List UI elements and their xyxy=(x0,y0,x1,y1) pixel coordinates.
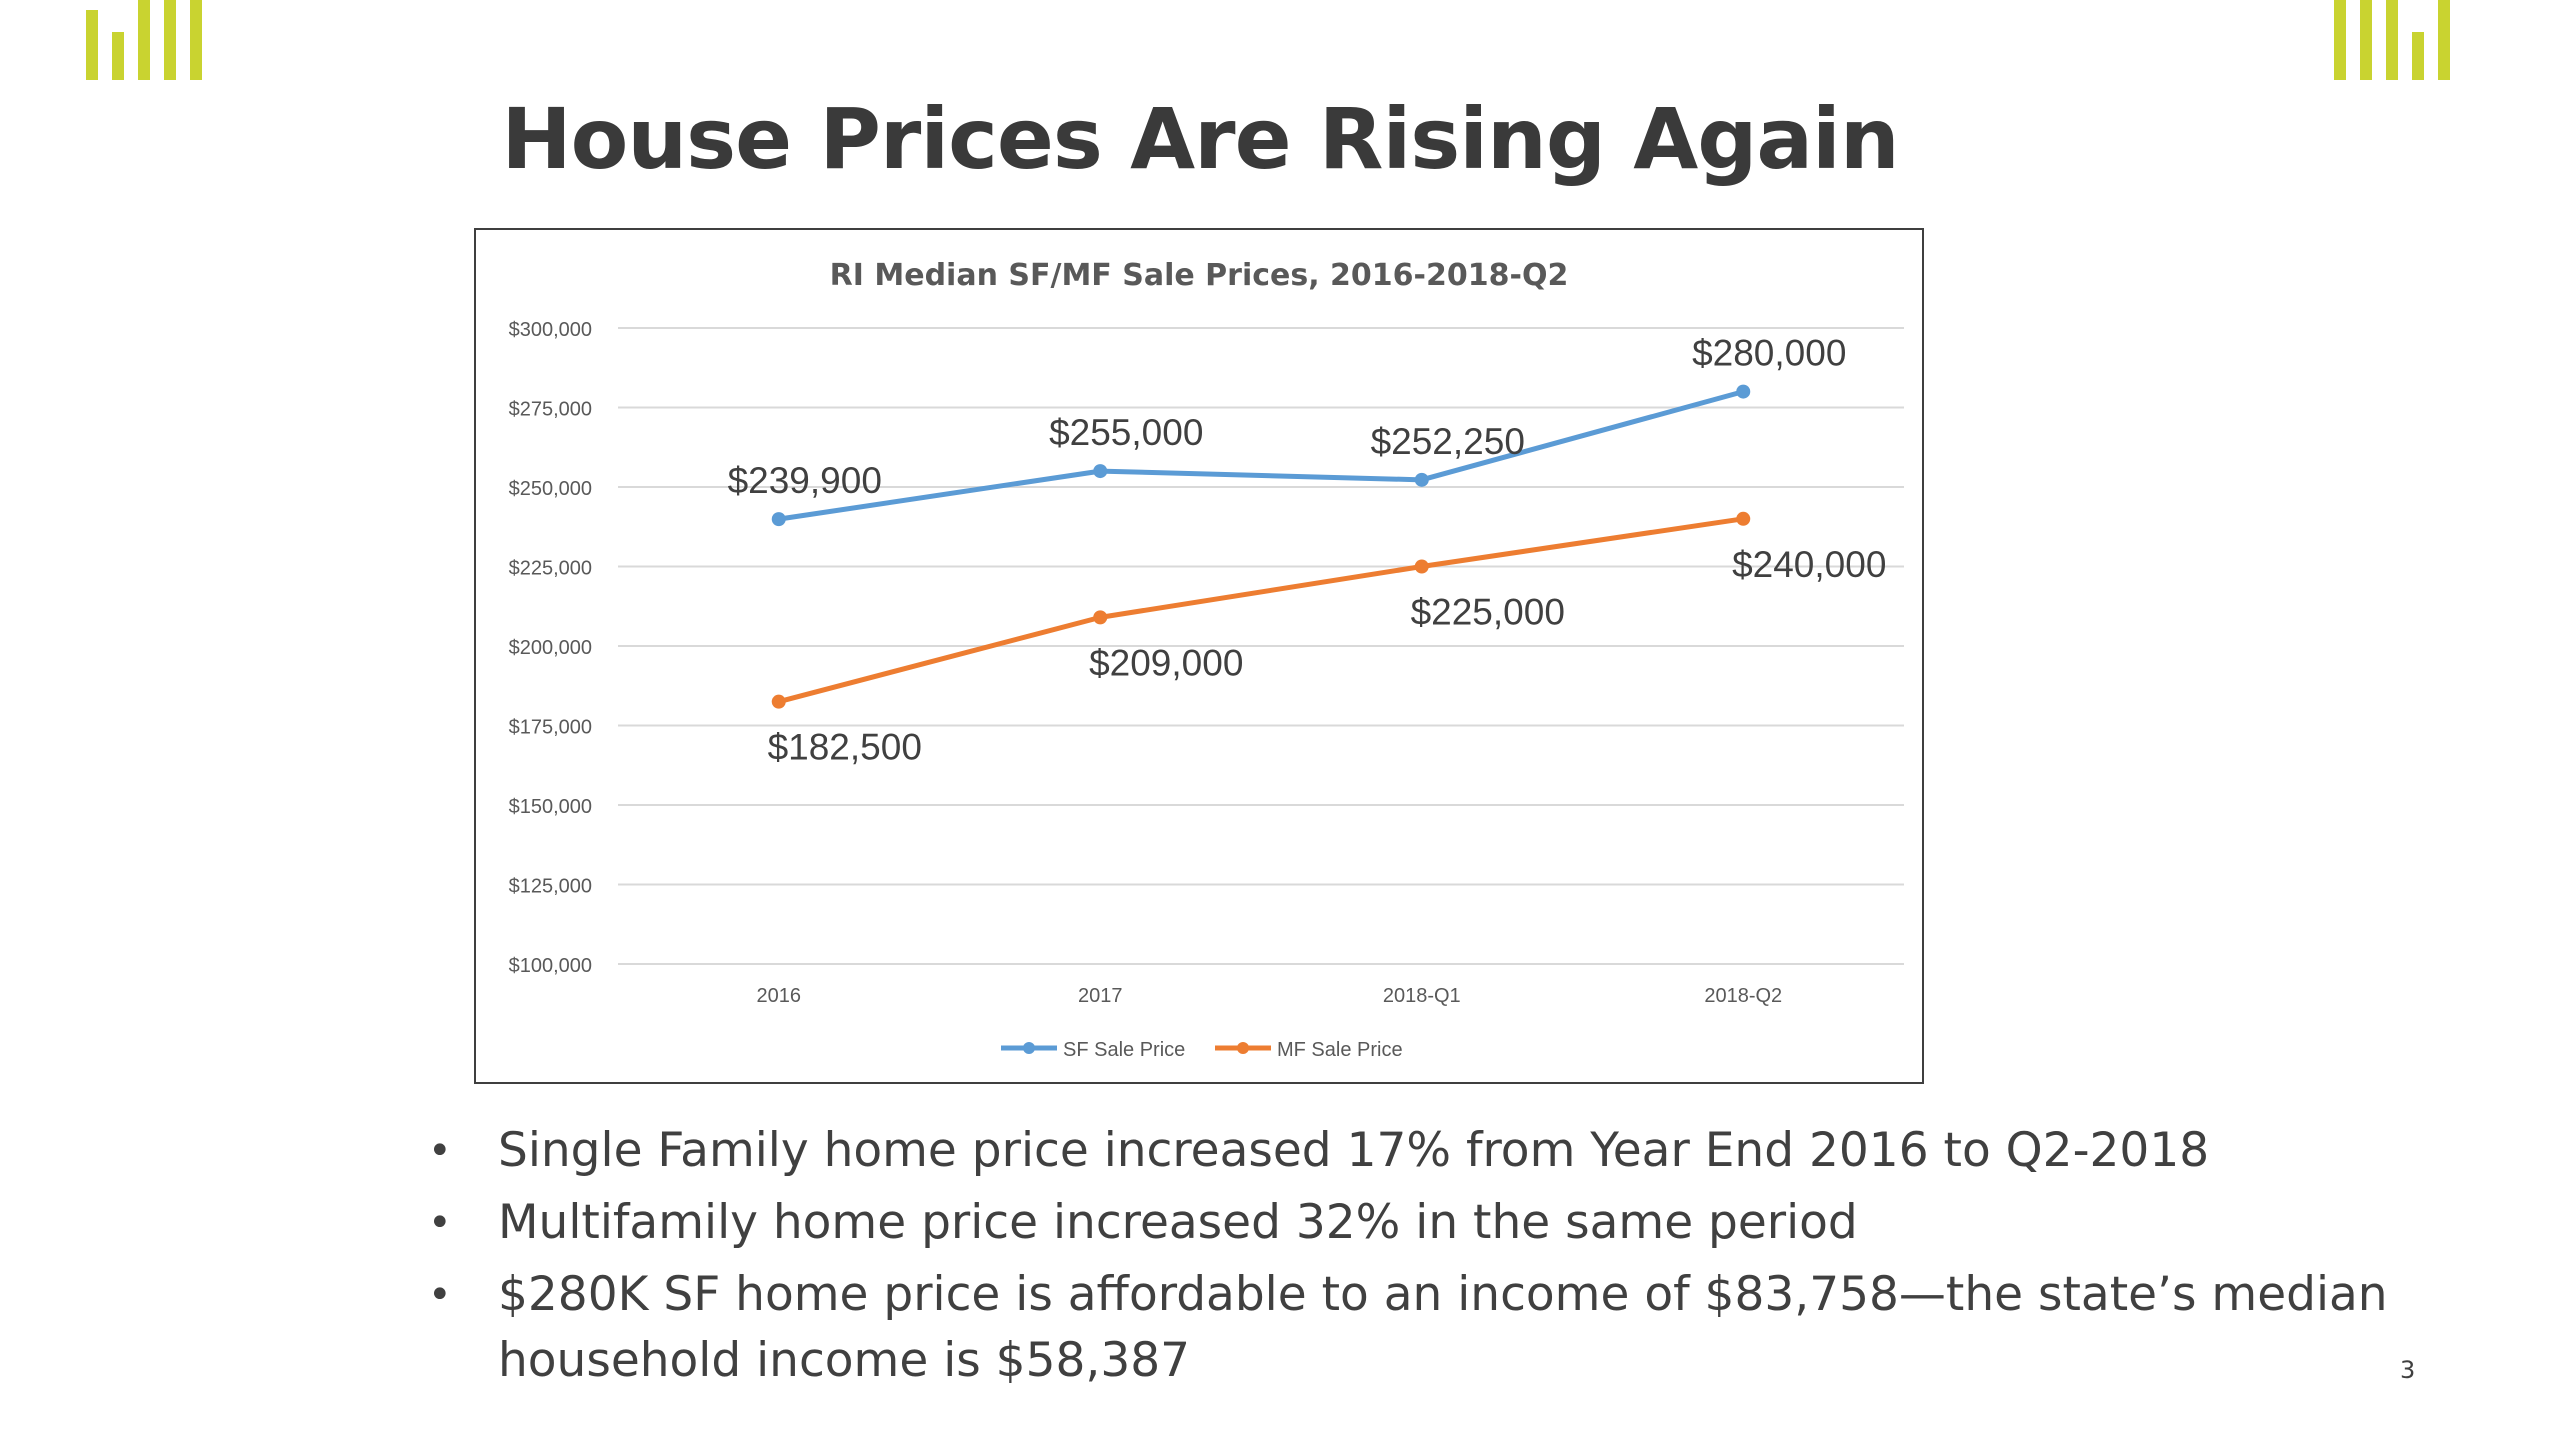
x-tick-label: 2018-Q1 xyxy=(1383,985,1461,1007)
data-label: $239,900 xyxy=(728,460,882,501)
data-label: $240,000 xyxy=(1732,544,1886,585)
data-label: $255,000 xyxy=(1049,412,1203,453)
logo-bar xyxy=(2412,32,2424,80)
bullet-dot-icon: • xyxy=(428,1200,452,1246)
logo-bar xyxy=(86,10,98,80)
data-point xyxy=(1736,511,1751,526)
legend-label: MF Sale Price xyxy=(1277,1039,1403,1061)
y-tick-label: $150,000 xyxy=(509,796,592,818)
x-tick-label: 2016 xyxy=(757,985,802,1007)
bullet-item: • Single Family home price increased 17% … xyxy=(420,1118,2420,1184)
y-tick-label: $250,000 xyxy=(509,478,592,500)
logo-bar xyxy=(2360,0,2372,80)
bullet-list: • Single Family home price increased 17% … xyxy=(420,1118,2420,1400)
bullet-text: $280K SF home price is affordable to an … xyxy=(498,1267,2388,1388)
bullet-dot-icon: • xyxy=(428,1272,452,1318)
data-label: $225,000 xyxy=(1411,592,1565,633)
line-chart: $100,000 $125,000 $150,000 $175,000 $200,000… xyxy=(509,319,1904,1061)
logo-bar xyxy=(138,0,150,80)
chart-title: RI Median SF/MF Sale Prices, 2016-2018-Q… xyxy=(829,258,1569,293)
y-tick-label: $100,000 xyxy=(509,955,592,977)
data-point xyxy=(1414,472,1429,487)
bullet-text: Multifamily home price increased 32% in … xyxy=(498,1195,1858,1250)
logo-bar xyxy=(2438,0,2450,80)
data-point xyxy=(1093,610,1108,625)
data-point xyxy=(1736,384,1751,399)
y-tick-label: $175,000 xyxy=(509,717,592,739)
bullet-dot-icon: • xyxy=(428,1128,452,1174)
legend-marker xyxy=(1023,1042,1035,1054)
y-tick-label: $225,000 xyxy=(509,558,592,580)
data-label: $252,250 xyxy=(1371,421,1525,462)
x-tick-label: 2017 xyxy=(1078,985,1123,1007)
logo-bar xyxy=(164,0,176,80)
bullet-item: • $280K SF home price is affordable to an… xyxy=(420,1262,2420,1394)
data-point xyxy=(1093,464,1108,479)
series-line xyxy=(778,389,1744,522)
page-title: House Prices Are Rising Again xyxy=(501,90,1899,188)
slide-number: 3 xyxy=(2400,1356,2416,1384)
x-tick-label: 2018-Q2 xyxy=(1704,985,1782,1007)
data-label: $209,000 xyxy=(1089,642,1243,683)
bullet-item: • Multifamily home price increased 32% in… xyxy=(420,1190,2420,1256)
series-line xyxy=(778,516,1744,705)
data-label: $280,000 xyxy=(1692,333,1846,374)
legend-marker xyxy=(1237,1042,1249,1054)
y-tick-label: $300,000 xyxy=(509,319,592,341)
data-label: $182,500 xyxy=(768,727,922,768)
logo-bar xyxy=(190,0,202,80)
bullet-text: Single Family home price increased 17% f… xyxy=(498,1123,2210,1178)
logo-bar xyxy=(2386,0,2398,80)
legend-label: SF Sale Price xyxy=(1063,1039,1185,1061)
y-tick-label: $200,000 xyxy=(509,637,592,659)
data-point xyxy=(1414,559,1429,574)
chart-container: RI Median SF/MF Sale Prices, 2016-2018-Q… xyxy=(474,228,1924,1084)
data-point xyxy=(771,694,786,709)
logo-bar xyxy=(112,32,124,80)
data-point xyxy=(771,512,786,527)
y-tick-label: $275,000 xyxy=(509,399,592,421)
logo-bar xyxy=(2334,0,2346,80)
y-tick-label: $125,000 xyxy=(509,876,592,898)
